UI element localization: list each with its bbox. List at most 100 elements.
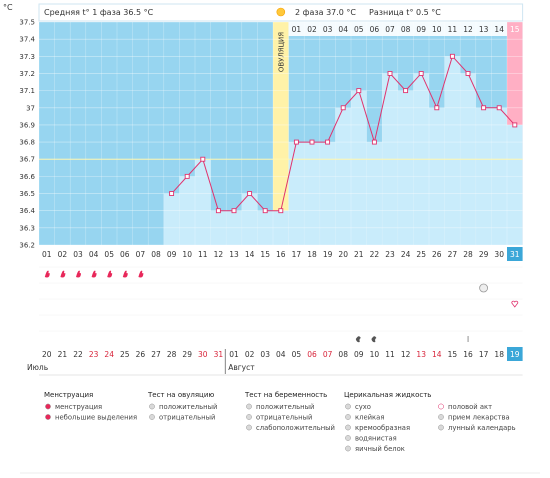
y-tick-label: 37.4 xyxy=(19,36,35,44)
phase2-day-label: 09 xyxy=(416,25,426,34)
date-label: 07 xyxy=(323,350,333,359)
temperature-point xyxy=(496,105,502,111)
cycle-day-label: 01 xyxy=(42,250,52,259)
date-label: 05 xyxy=(292,350,302,359)
legend-group-title: Менструация xyxy=(44,391,93,399)
legend-item-label: сухо xyxy=(355,403,371,411)
y-tick-label: 36.4 xyxy=(19,207,35,215)
phase2-days-row xyxy=(288,22,523,36)
cycle-day-label: 02 xyxy=(58,250,68,259)
cycle-day-label: 31 xyxy=(510,250,520,259)
mucus-creamy-icon xyxy=(371,336,377,343)
cycle-day-label: 09 xyxy=(167,250,177,259)
temperature-area-bar xyxy=(507,124,523,245)
legend-symbol xyxy=(438,403,444,410)
y-tick-label: 37.2 xyxy=(19,70,35,78)
phase2-day-label: 13 xyxy=(479,25,489,34)
legend-item-label: положительный xyxy=(256,403,314,411)
cycle-day-label: 17 xyxy=(292,250,302,259)
menstruation-icon xyxy=(107,270,113,278)
y-tick-label: 36.8 xyxy=(19,139,35,147)
phase2-day-label: 08 xyxy=(401,25,411,34)
cycle-day-label: 14 xyxy=(245,250,255,259)
cycle-day-label: 19 xyxy=(323,250,333,259)
y-tick-label: 36.9 xyxy=(19,121,35,129)
legend-item-label: прием лекарства xyxy=(448,414,510,422)
legend-symbol xyxy=(438,414,444,420)
y-tick-label: 36.6 xyxy=(19,173,35,181)
legend-symbol xyxy=(345,435,351,441)
date-label: 02 xyxy=(245,350,255,359)
y-tick-label: 37.5 xyxy=(19,19,35,27)
temperature-point xyxy=(465,71,471,76)
date-label: 13 xyxy=(416,350,426,359)
legend-item-label: менструация xyxy=(55,403,102,411)
cycle-day-label: 06 xyxy=(120,250,130,259)
month-label-august: Август xyxy=(228,363,255,372)
temperature-point xyxy=(325,139,331,145)
legend-group-title: Церикальная жидкость xyxy=(344,391,431,399)
temperature-point xyxy=(200,156,206,162)
phase2-day-label: 12 xyxy=(463,25,473,34)
legend-symbol xyxy=(149,403,155,410)
date-label: 16 xyxy=(463,350,473,359)
legend-item-label: положительный xyxy=(159,403,217,411)
cycle-day-label: 18 xyxy=(307,250,317,259)
y-tick-label: 37.1 xyxy=(19,87,35,95)
temperature-area-bar xyxy=(351,90,367,245)
legend-item-label: водянистая xyxy=(355,435,397,443)
temperature-point xyxy=(184,173,190,179)
legend-symbol xyxy=(246,403,252,410)
cycle-day-label: 28 xyxy=(463,250,473,259)
phase2-day-label: 02 xyxy=(307,25,317,34)
date-label: 03 xyxy=(260,350,270,359)
temperature-area-bar xyxy=(397,90,414,245)
date-label: 15 xyxy=(448,350,458,359)
legend-symbol xyxy=(345,445,351,452)
phase2-day-label: 07 xyxy=(385,25,395,34)
legend-symbol xyxy=(149,414,155,420)
temperature-area-bar xyxy=(163,193,180,245)
ovulation-zone xyxy=(273,22,289,245)
date-label: 12 xyxy=(401,350,411,359)
temperature-point xyxy=(293,139,299,145)
legend-symbol xyxy=(246,414,252,420)
cycle-day-label: 10 xyxy=(182,250,192,259)
date-label: 01 xyxy=(229,350,239,359)
date-label: 11 xyxy=(385,350,395,359)
phase2-day-label: 06 xyxy=(370,25,380,34)
cycle-day-label: 04 xyxy=(89,250,99,259)
legend-symbol xyxy=(45,403,51,410)
cycle-day-label: 29 xyxy=(479,250,489,259)
legend-item-label: яичный белок xyxy=(355,445,405,453)
legend-item-label: кремообразная xyxy=(355,424,410,432)
current-cycle-day-cell xyxy=(507,247,523,261)
date-label: 24 xyxy=(104,350,114,359)
temperature-area-bar xyxy=(195,159,211,245)
date-label: 27 xyxy=(151,350,161,359)
cycle-day-label: 23 xyxy=(385,250,395,259)
temperature-area-bar xyxy=(444,56,461,245)
cycle-day-label: 24 xyxy=(401,250,411,259)
date-label: 18 xyxy=(494,350,504,359)
legend-item-label: слабоположительный xyxy=(256,424,335,432)
menstruation-icon xyxy=(76,270,81,278)
date-label: 31 xyxy=(214,350,224,359)
cycle-day-label: 27 xyxy=(448,250,458,259)
temperature-point xyxy=(278,208,284,214)
date-label: 14 xyxy=(432,350,442,359)
y-tick-label: 36.7 xyxy=(19,156,35,164)
cycle-day-label: 03 xyxy=(73,250,83,259)
y-tick-label: 37.3 xyxy=(19,53,35,61)
y-tick-label: 36.5 xyxy=(19,190,35,198)
phase2-day-label: 14 xyxy=(494,25,504,34)
cycle-day-label: 26 xyxy=(432,250,442,259)
date-label: 19 xyxy=(510,350,520,359)
legend-group-title: Тест на овуляцию xyxy=(147,391,214,399)
cycle-day-label: 05 xyxy=(104,250,114,259)
temperature-point xyxy=(403,88,409,94)
cycle-day-label: 21 xyxy=(354,250,364,259)
cycle-day-label: 13 xyxy=(229,250,239,259)
legend-item-label: отрицательный xyxy=(256,414,312,422)
